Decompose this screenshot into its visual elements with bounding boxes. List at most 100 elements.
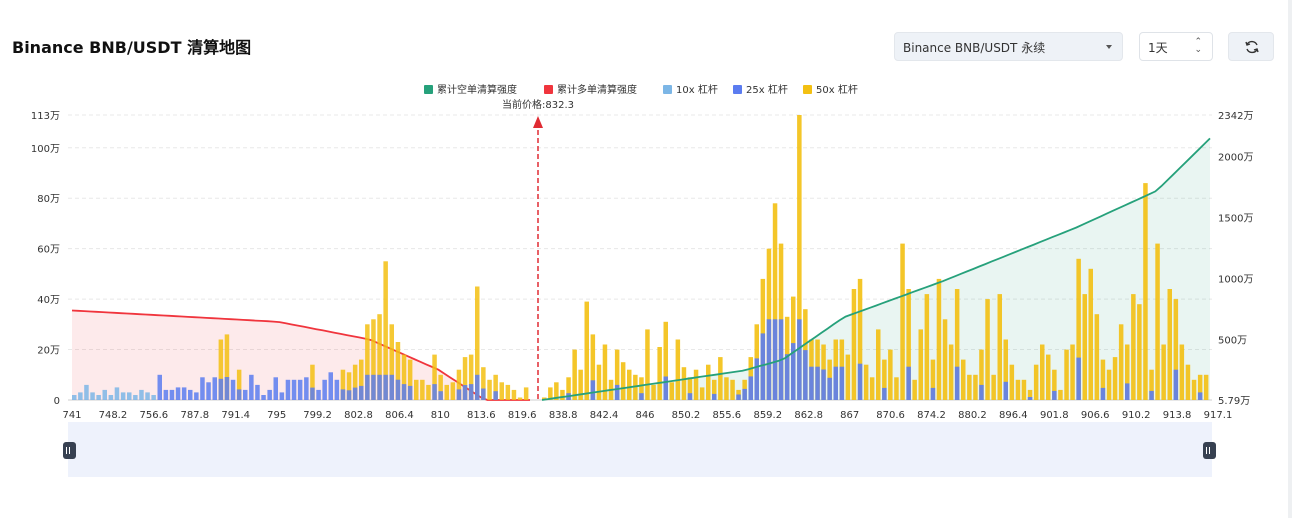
bar-long [157,374,162,400]
bar-short-25x [742,388,747,400]
bar-short-25x [1197,392,1203,400]
y-right-tick: 1000万 [1218,275,1253,286]
bar-short [1173,299,1179,400]
bar-short [1058,389,1063,400]
bar-long [310,364,315,400]
bar-short-25x [815,366,820,400]
x-tick-label: 917.1 [1204,410,1233,421]
bar-short-25x [821,369,826,400]
bar-short [845,354,851,400]
bar-long [206,382,211,400]
interval-select-value: 1天 [1148,41,1168,55]
bar-short-25x [833,366,838,400]
bar-long [407,359,413,400]
bar-long [414,379,419,400]
bar-long [328,372,333,400]
bar-short [560,389,565,400]
bar-long [72,395,77,400]
bar-long [139,389,144,400]
bar-long [108,395,114,400]
bar-short [1179,344,1185,400]
cum-short-area [542,138,1210,400]
interval-select[interactable]: 1天 ⌃ ⌄ [1139,32,1213,61]
bar-long [212,377,217,400]
y-right-tick: 500万 [1218,336,1247,347]
bar-short [1088,268,1093,400]
bar-long [90,392,95,400]
bar-long [462,357,468,400]
bar-long-25x [224,377,230,400]
bar-long [523,387,529,400]
bar-short [724,377,729,400]
bar-short [961,359,966,400]
bar-long-25x [468,384,474,400]
x-tick-label: 748.2 [99,410,128,421]
bar-long [475,286,480,400]
bar-long [273,377,278,400]
x-tick-label: 846 [635,410,654,421]
bar-short [1125,344,1130,400]
pair-select[interactable]: Binance BNB/USDT 永续 [894,32,1123,61]
bar-short-25x [930,387,936,400]
bar-short [797,115,802,400]
pair-select-value: Binance BNB/USDT 永续 [903,41,1046,55]
bar-short [1137,304,1142,400]
bar-short [1021,379,1027,400]
bar-long [377,314,382,400]
bar-short [699,387,705,400]
bar-long-25x [432,384,437,400]
bar-long [218,339,224,400]
bar-long [340,369,346,400]
bar-long [120,392,126,400]
x-tick-label: 901.8 [1040,410,1069,421]
bar-long [175,387,181,400]
bar-short-25x [760,333,766,400]
bar-long [316,389,321,400]
x-tick-label: 810 [431,410,450,421]
bar-short [967,374,972,400]
bar-short-25x [797,319,802,400]
y-right-tick: 2000万 [1218,153,1253,164]
bar-short [706,364,711,400]
bar-short [912,379,917,400]
refresh-button[interactable] [1228,32,1274,61]
bar-long [401,354,407,400]
x-tick-label: 802.8 [344,410,373,421]
bar-short [936,278,942,400]
bar-long-25x [352,387,358,400]
bar-short [681,367,687,400]
bar-short [578,369,583,400]
bar-long-25x [377,374,382,400]
bar-short [548,387,553,400]
x-tick-label: 741 [62,410,81,421]
bar-long [267,389,272,400]
bar-short-25x [803,350,808,400]
bar-long [517,397,523,400]
bar-short-25x [663,376,668,400]
bar-long [365,324,370,400]
bar-long [163,389,169,400]
bar-long-25x [481,388,486,400]
y-left-tick: 100万 [31,144,60,155]
y-left-tick: 113万 [31,111,60,122]
bar-short [991,374,996,400]
bar-long-25x [493,391,498,400]
bar-short [1015,379,1021,400]
bar-long [499,382,504,400]
bar-short [1052,369,1057,400]
bar-long-25x [407,385,413,400]
bar-short-25x [791,343,796,400]
bar-short [930,359,936,400]
bar-short [851,289,857,400]
x-tick-label: 799.2 [303,410,332,421]
bar-short [906,289,911,400]
bar-short-25x [1173,369,1179,400]
bar-short [687,377,693,400]
liquidation-chart: 累计空单清算强度 累计多单清算强度 10x 杠杆 25x 杠杆 50x 杠杆 0 20万 40… [31,83,1253,477]
legend-swatch-4 [803,85,812,94]
x-tick-label: 756.6 [140,410,169,421]
bar-short-25x [712,393,717,400]
bar-long [145,392,150,400]
bar-short [645,329,650,400]
legend-label-1: 累计多单清算强度 [557,83,637,96]
